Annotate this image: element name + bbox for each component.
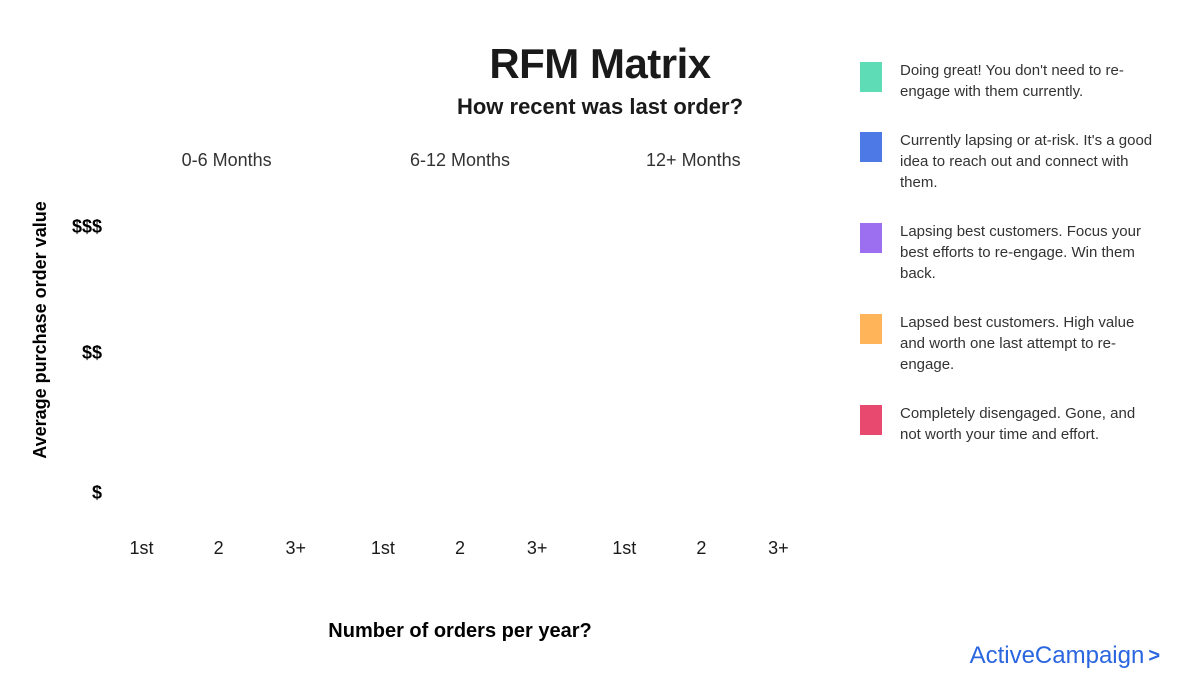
x-period-ticks: 1st 2 3+ — [110, 538, 327, 568]
period-label: 12+ Months — [577, 150, 810, 180]
legend-swatch — [860, 223, 882, 253]
brand-logo: ActiveCampaign > — [970, 642, 1160, 670]
legend-text: Lapsing best customers. Focus your best … — [900, 221, 1160, 284]
legend-text: Currently lapsing or at-risk. It's a goo… — [900, 130, 1160, 193]
x-tick: 1st — [110, 538, 173, 568]
period-group — [593, 190, 810, 530]
x-tick: 3+ — [506, 538, 569, 568]
x-period-ticks: 1st 2 3+ — [351, 538, 568, 568]
legend-text: Completely disengaged. Gone, and not wor… — [900, 403, 1160, 445]
y-tick: $$ — [52, 343, 102, 364]
period-group — [110, 190, 327, 530]
period-label: 6-12 Months — [343, 150, 576, 180]
legend-swatch — [860, 132, 882, 162]
y-tick: $ — [52, 482, 102, 503]
period-group — [351, 190, 568, 530]
x-tick: 3+ — [264, 538, 327, 568]
chart-area: 0-6 Months6-12 Months12+ Months $$$$$$ 1… — [110, 150, 810, 590]
legend-item: Lapsed best customers. High value and wo… — [860, 312, 1160, 375]
legend-item: Completely disengaged. Gone, and not wor… — [860, 403, 1160, 445]
x-tick: 2 — [670, 538, 733, 568]
legend-item: Doing great! You don't need to re-engage… — [860, 60, 1160, 102]
legend-swatch — [860, 62, 882, 92]
x-tick: 1st — [351, 538, 414, 568]
x-axis-label: Number of orders per year? — [110, 620, 810, 643]
y-axis-label: Average purchase order value — [30, 150, 50, 510]
x-tick: 1st — [593, 538, 656, 568]
brand-text: ActiveCampaign — [970, 642, 1145, 670]
x-ticks-row: 1st 2 3+ 1st 2 3+ 1st 2 3+ — [110, 538, 810, 568]
x-tick: 2 — [187, 538, 250, 568]
y-ticks: $$$$$$ — [52, 190, 102, 530]
chevron-right-icon: > — [1148, 645, 1160, 668]
period-labels-row: 0-6 Months6-12 Months12+ Months — [110, 150, 810, 180]
x-tick: 3+ — [747, 538, 810, 568]
x-tick: 2 — [428, 538, 491, 568]
legend-swatch — [860, 314, 882, 344]
legend-text: Doing great! You don't need to re-engage… — [900, 60, 1160, 102]
plot — [110, 190, 810, 530]
y-tick: $$$ — [52, 217, 102, 238]
x-period-ticks: 1st 2 3+ — [593, 538, 810, 568]
legend: Doing great! You don't need to re-engage… — [860, 60, 1160, 473]
period-label: 0-6 Months — [110, 150, 343, 180]
legend-item: Currently lapsing or at-risk. It's a goo… — [860, 130, 1160, 193]
legend-item: Lapsing best customers. Focus your best … — [860, 221, 1160, 284]
legend-swatch — [860, 405, 882, 435]
legend-text: Lapsed best customers. High value and wo… — [900, 312, 1160, 375]
bars-container — [110, 190, 810, 530]
